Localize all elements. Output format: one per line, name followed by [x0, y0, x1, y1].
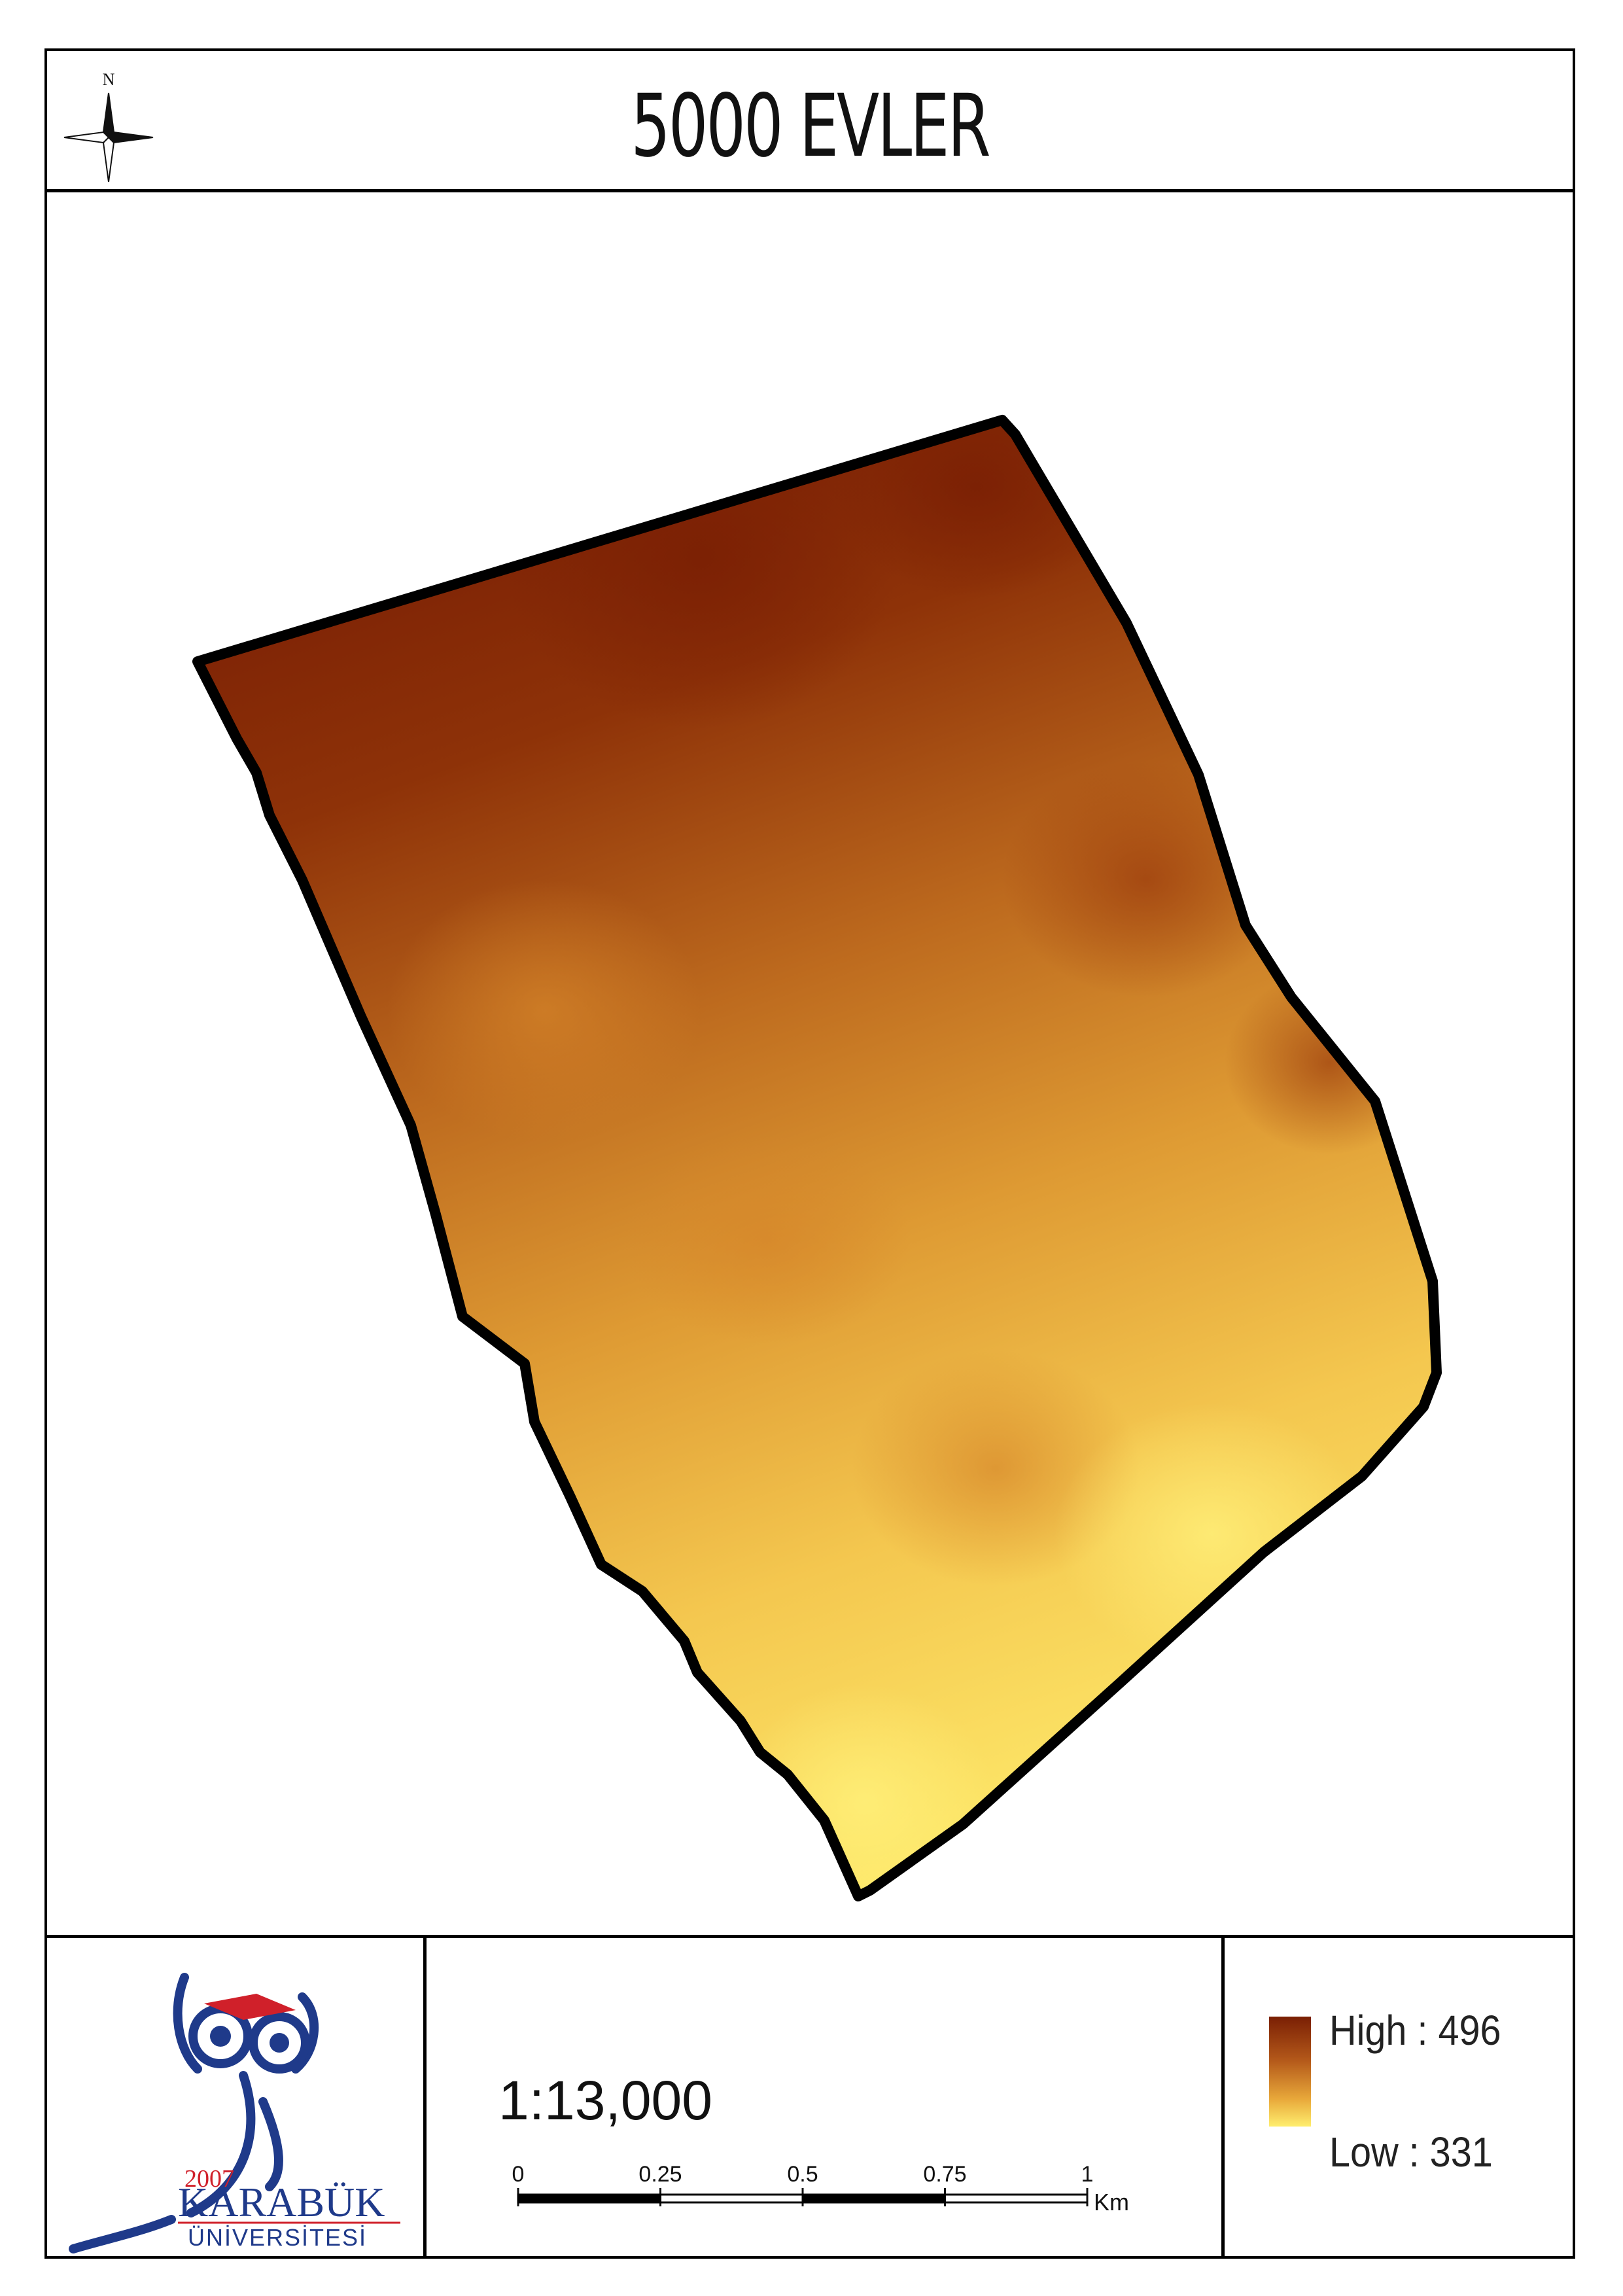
- map-layout-frame: N 5000 EVLER: [44, 48, 1575, 2259]
- map-area: [47, 192, 1573, 1938]
- layout-footer: 2007 KARABÜK ÜNİVERSİTESİ 1:13,000 0 0.25…: [47, 1938, 1573, 2259]
- study-area-boundary: [192, 415, 1442, 1901]
- legend-panel: High : 496 Low : 331: [1225, 1938, 1573, 2259]
- scale-panel: 1:13,000 0 0.25 0.5 0.75 1 Km: [427, 1938, 1225, 2259]
- legend-high-label: High : 496: [1329, 2007, 1501, 2054]
- map-canvas: [192, 415, 1442, 1901]
- logo-panel: 2007 KARABÜK ÜNİVERSİTESİ: [47, 1938, 427, 2259]
- map-title: 5000 EVLER: [631, 76, 990, 177]
- scale-segment: [517, 2193, 661, 2204]
- scale-tick-label: 0.5: [787, 2162, 818, 2187]
- scale-segment: [801, 2193, 946, 2204]
- title-band: N 5000 EVLER: [47, 51, 1573, 192]
- logo-name: KARABÜK: [178, 2179, 385, 2225]
- legend-color-ramp: [1269, 2017, 1311, 2127]
- scale-segment: [659, 2193, 804, 2204]
- scale-segments: [517, 2188, 1089, 2206]
- north-arrow: N: [63, 70, 154, 183]
- scale-unit: Km: [1094, 2189, 1129, 2216]
- university-logo: 2007 KARABÜK ÜNİVERSİTESİ: [69, 1973, 400, 2253]
- owl-eye-right: [270, 2033, 289, 2053]
- logo-year: 2007: [184, 2165, 234, 2193]
- scale-segment: [944, 2193, 1089, 2204]
- owl-eye-left: [210, 2026, 231, 2047]
- graduation-cap-icon: [204, 1994, 296, 2020]
- scale-tick-label: 0.25: [638, 2162, 682, 2187]
- scale-tick-label: 1: [1081, 2162, 1094, 2187]
- scale-tick-label: 0: [512, 2162, 525, 2187]
- scale-ratio: 1:13,000: [498, 2070, 712, 2131]
- logo-subname: ÜNİVERSİTESİ: [188, 2224, 367, 2251]
- scale-tick-label: 0.75: [923, 2162, 966, 2187]
- north-label: N: [103, 70, 115, 89]
- compass-rose-icon: [63, 92, 154, 183]
- scale-tick-labels: 0 0.25 0.5 0.75 1: [512, 2162, 1094, 2187]
- scale-bar: 0 0.25 0.5 0.75 1 Km: [512, 2162, 1129, 2216]
- legend-low-label: Low : 331: [1329, 2128, 1493, 2176]
